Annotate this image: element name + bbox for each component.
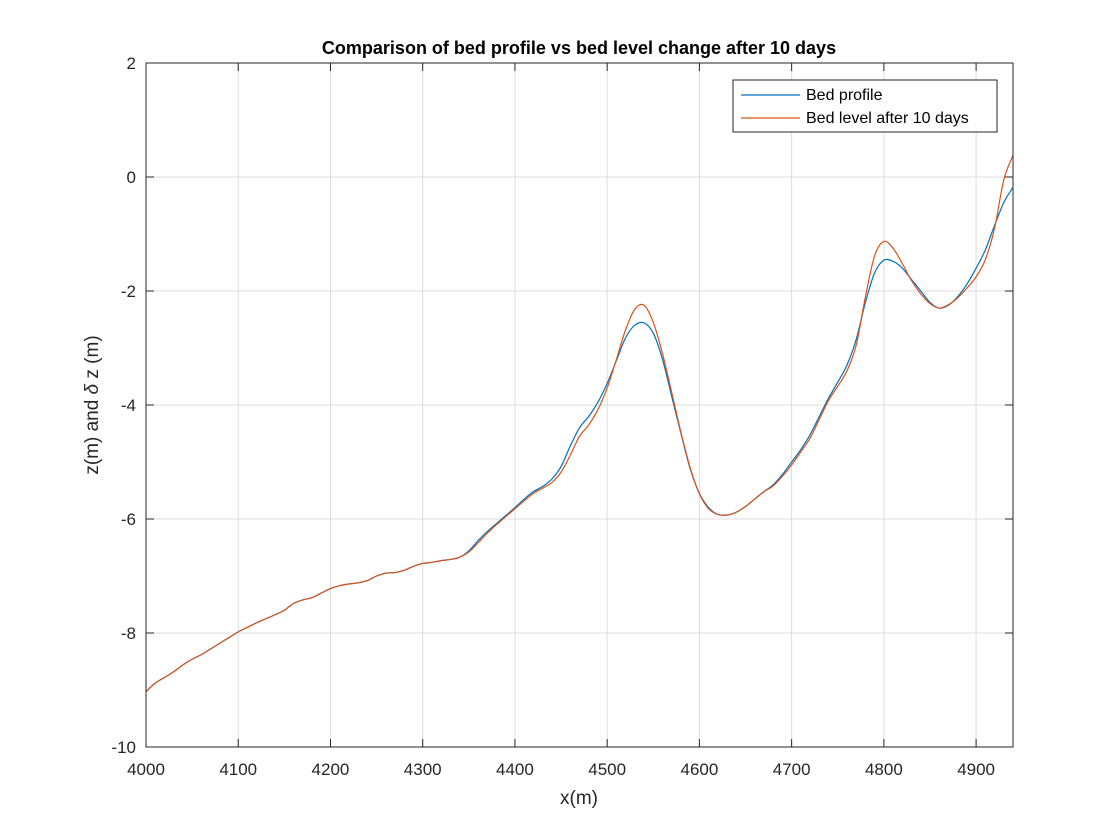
x-tick-label: 4700	[773, 760, 811, 779]
series-line-bed-level-after-10-days	[145, 155, 1014, 693]
y-axis: 2 0 -2 -4 -6 -8 -10	[111, 54, 1013, 757]
x-axis-label: x(m)	[560, 788, 598, 809]
x-tick-label: 4500	[588, 760, 626, 779]
x-tick-label: 4100	[219, 760, 257, 779]
x-tick-label: 4000	[127, 760, 165, 779]
series-layer	[145, 155, 1014, 693]
y-tick-label: 0	[127, 168, 136, 187]
x-tick-label: 4600	[680, 760, 718, 779]
x-tick-label: 4400	[496, 760, 534, 779]
x-tick-label: 4800	[865, 760, 903, 779]
y-axis-label-part: z (m)	[82, 335, 103, 384]
y-tick-label: -2	[121, 282, 136, 301]
y-tick-label: -10	[111, 738, 136, 757]
legend-label-bed-profile: Bed profile	[806, 87, 883, 104]
y-tick-label: -4	[121, 396, 136, 415]
legend: Bed profile Bed level after 10 days	[732, 79, 998, 133]
legend-label-bed-level: Bed level after 10 days	[806, 110, 969, 127]
x-tick-label: 4900	[957, 760, 995, 779]
legend-box	[732, 79, 998, 133]
y-axis-label: z(m) and δ z (m)	[82, 335, 103, 474]
y-tick-label: -6	[121, 510, 136, 529]
y-axis-label-part: z(m) and	[82, 394, 103, 474]
x-axis: 4000 4100 4200 4300 4400 4500 4600 4700 4800 4900	[127, 63, 995, 779]
chart-title: Comparison of bed profile vs bed level c…	[322, 38, 836, 58]
x-tick-label: 4200	[312, 760, 350, 779]
x-tick-label: 4300	[404, 760, 442, 779]
y-tick-label: -8	[121, 624, 136, 643]
y-axis-label-delta: δ	[82, 383, 103, 394]
y-tick-label: 2	[127, 54, 136, 73]
